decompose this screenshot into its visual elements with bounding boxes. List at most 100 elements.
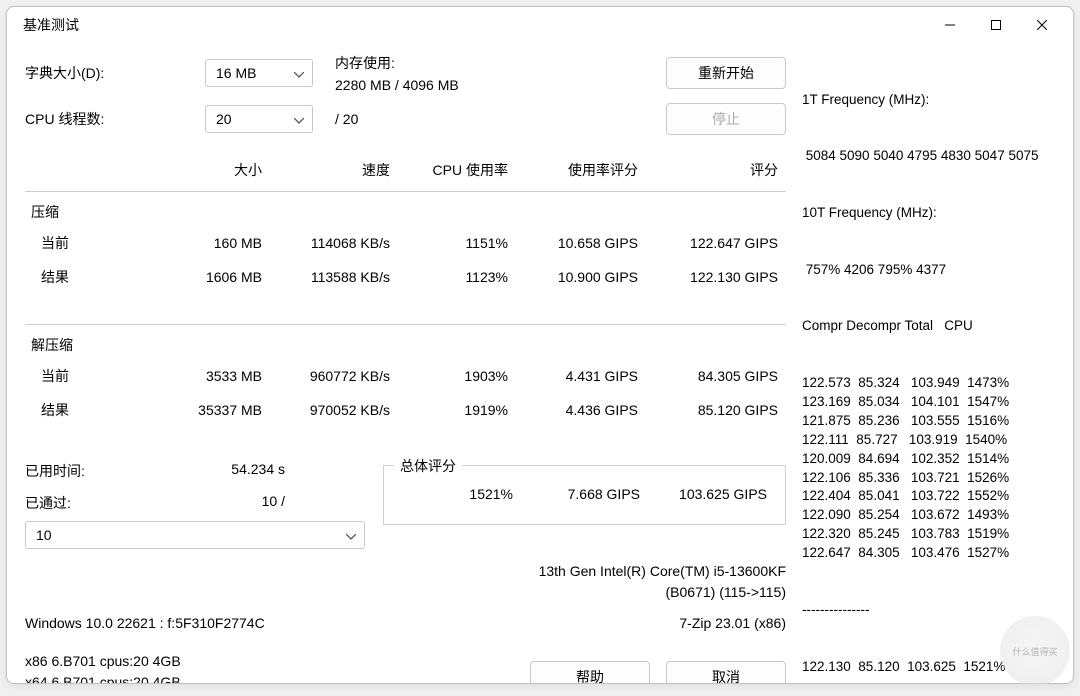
memory-label: 内存使用:	[335, 53, 459, 73]
app-version: 7-Zip 23.01 (x86)	[679, 615, 786, 631]
cell: 160 MB	[155, 235, 270, 251]
compress-section-label: 压缩	[25, 196, 786, 226]
threads-row: CPU 线程数: 20 / 20 停止	[25, 103, 786, 135]
table-row: 结果 35337 MB 970052 KB/s 1919% 4.436 GIPS…	[25, 393, 786, 427]
content-area: 字典大小(D): 16 MB 内存使用: 2280 MB / 4096 MB 重…	[7, 43, 1073, 683]
left-panel: 字典大小(D): 16 MB 内存使用: 2280 MB / 4096 MB 重…	[25, 53, 786, 669]
table-row: 结果 1606 MB 113588 KB/s 1123% 10.900 GIPS…	[25, 260, 786, 294]
freq10-values: 757% 4206 795% 4377	[802, 261, 1055, 280]
table-row: 当前 160 MB 114068 KB/s 1151% 10.658 GIPS …	[25, 226, 786, 260]
dict-row: 字典大小(D): 16 MB 内存使用: 2280 MB / 4096 MB 重…	[25, 53, 786, 93]
freq10-label: 10T Frequency (MHz):	[802, 204, 1055, 223]
cell: 3533 MB	[155, 368, 270, 384]
stop-button-label: 停止	[712, 109, 740, 129]
log-row: 123.169 85.034 104.101 1547%	[802, 393, 1055, 412]
threads-select[interactable]: 20	[205, 105, 313, 133]
cell: 10.900 GIPS	[516, 269, 646, 285]
col-size: 大小	[155, 160, 270, 180]
log-row: 122.647 84.305 103.476 1527%	[802, 544, 1055, 563]
table-header-row: 大小 速度 CPU 使用率 使用率评分 评分	[25, 153, 786, 187]
passes-value: 10 /	[155, 493, 325, 513]
cell: 84.305 GIPS	[646, 368, 786, 384]
passes-select[interactable]: 10	[25, 521, 365, 549]
stop-button[interactable]: 停止	[666, 103, 786, 135]
dict-size-value: 16 MB	[216, 65, 256, 81]
cell: 122.130 GIPS	[646, 269, 786, 285]
total-rating-label: 总体评分	[394, 456, 462, 476]
passes-label: 已通过:	[25, 493, 155, 513]
restart-button-label: 重新开始	[698, 63, 754, 83]
help-button-label: 帮助	[576, 667, 604, 683]
dict-size-label: 字典大小(D):	[25, 63, 205, 83]
col-speed: 速度	[270, 160, 398, 180]
log-panel: 1T Frequency (MHz): 5084 5090 5040 4795 …	[802, 53, 1055, 669]
log-row: 121.875 85.236 103.555 1516%	[802, 412, 1055, 431]
window-controls	[927, 9, 1065, 41]
total-rating-usage: 7.668 GIPS	[521, 486, 648, 502]
log-row: 122.320 85.245 103.783 1519%	[802, 525, 1055, 544]
os-version: Windows 10.0 22621 : f:5F310F2774C	[25, 615, 265, 631]
row-label: 当前	[25, 366, 155, 386]
row-label: 当前	[25, 233, 155, 253]
cell: 85.120 GIPS	[646, 402, 786, 418]
cpu-info: 13th Gen Intel(R) Core(TM) i5-13600KF (B…	[25, 561, 786, 603]
total-cpu: 1521%	[394, 486, 521, 502]
total-rating: 103.625 GIPS	[648, 486, 775, 502]
cell: 1903%	[398, 368, 516, 384]
cell: 960772 KB/s	[270, 368, 398, 384]
results-table: 大小 速度 CPU 使用率 使用率评分 评分 压缩 当前 160 MB 1140…	[25, 153, 786, 427]
system-info-row: Windows 10.0 22621 : f:5F310F2774C 7-Zip…	[25, 615, 786, 631]
cell: 970052 KB/s	[270, 402, 398, 418]
chevron-down-icon	[346, 527, 356, 543]
cpu-stepping: (B0671) (115->115)	[25, 582, 786, 603]
log-table-header: Compr Decompr Total CPU	[802, 317, 1055, 336]
total-rating-box: 总体评分 1521% 7.668 GIPS 103.625 GIPS	[383, 465, 786, 525]
row-label: 结果	[25, 400, 155, 420]
cell: 1151%	[398, 235, 516, 251]
cell: 122.647 GIPS	[646, 235, 786, 251]
benchmark-window: 基准测试 字典大小(D): 16 MB	[6, 6, 1074, 684]
cancel-button[interactable]: 取消	[666, 661, 786, 683]
threads-total: / 20	[335, 111, 358, 127]
chevron-down-icon	[294, 111, 304, 127]
dict-size-select[interactable]: 16 MB	[205, 59, 313, 87]
elapsed-value: 54.234 s	[155, 461, 325, 481]
log-row: 122.573 85.324 103.949 1473%	[802, 374, 1055, 393]
col-rating-usage: 使用率评分	[516, 160, 646, 180]
cell: 1606 MB	[155, 269, 270, 285]
build-info: x86 6.B701 cpus:20 4GB x64 6.B701 cpus:2…	[25, 651, 181, 683]
maximize-button[interactable]	[973, 9, 1019, 41]
restart-button[interactable]: 重新开始	[666, 57, 786, 89]
maximize-icon	[991, 20, 1001, 30]
cpu-name: 13th Gen Intel(R) Core(TM) i5-13600KF	[25, 561, 786, 582]
row-label: 结果	[25, 267, 155, 287]
memory-usage: 内存使用: 2280 MB / 4096 MB	[335, 53, 459, 93]
x64-build: x64 6.B701 cpus:20 4GB	[25, 672, 181, 683]
cell: 35337 MB	[155, 402, 270, 418]
log-row: 122.090 85.254 103.672 1493%	[802, 506, 1055, 525]
col-rating: 评分	[646, 160, 786, 180]
help-button[interactable]: 帮助	[530, 661, 650, 683]
cell: 114068 KB/s	[270, 235, 398, 251]
decompress-section-label: 解压缩	[25, 329, 786, 359]
minimize-button[interactable]	[927, 9, 973, 41]
cell: 1919%	[398, 402, 516, 418]
cell: 4.436 GIPS	[516, 402, 646, 418]
cell: 1123%	[398, 269, 516, 285]
log-row: 122.404 85.041 103.722 1552%	[802, 487, 1055, 506]
minimize-icon	[945, 20, 955, 30]
chevron-down-icon	[294, 65, 304, 81]
log-row: 122.106 85.336 103.721 1526%	[802, 469, 1055, 488]
close-button[interactable]	[1019, 9, 1065, 41]
window-title: 基准测试	[23, 15, 79, 35]
summary-area: 已用时间: 54.234 s 已通过: 10 / 10 总体评分	[25, 461, 786, 549]
memory-value: 2280 MB / 4096 MB	[335, 77, 459, 93]
x86-build: x86 6.B701 cpus:20 4GB	[25, 651, 181, 672]
freq1-values: 5084 5090 5040 4795 4830 5047 5075	[802, 147, 1055, 166]
log-final-row: 122.130 85.120 103.625 1521%	[802, 658, 1055, 677]
log-row: 120.009 84.694 102.352 1514%	[802, 450, 1055, 469]
threads-value: 20	[216, 111, 232, 127]
titlebar: 基准测试	[7, 7, 1073, 43]
cancel-button-label: 取消	[712, 667, 740, 683]
passes-select-value: 10	[36, 527, 52, 543]
